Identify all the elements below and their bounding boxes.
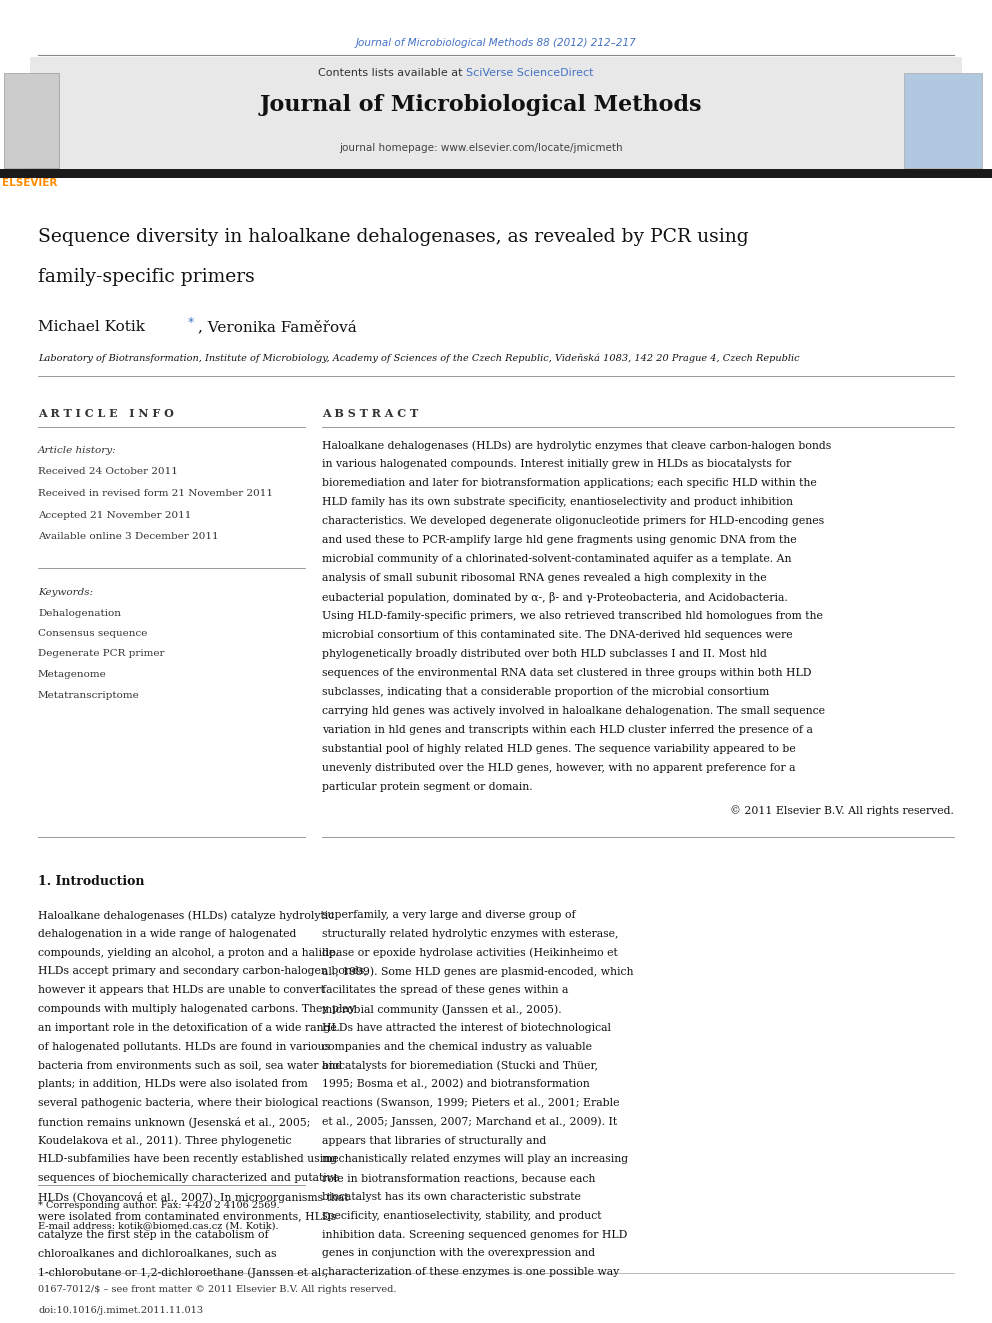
Text: structurally related hydrolytic enzymes with esterase,: structurally related hydrolytic enzymes … xyxy=(322,929,618,939)
Text: in various halogenated compounds. Interest initially grew in HLDs as biocatalyst: in various halogenated compounds. Intere… xyxy=(322,459,792,468)
Text: plants; in addition, HLDs were also isolated from: plants; in addition, HLDs were also isol… xyxy=(38,1080,308,1089)
Text: Sequence diversity in haloalkane dehalogenases, as revealed by PCR using: Sequence diversity in haloalkane dehalog… xyxy=(38,228,749,246)
Text: Koudelakova et al., 2011). Three phylogenetic: Koudelakova et al., 2011). Three phyloge… xyxy=(38,1135,292,1146)
Text: Journal of Microbiological Methods 88 (2012) 212–217: Journal of Microbiological Methods 88 (2… xyxy=(355,38,637,48)
Text: facilitates the spread of these genes within a: facilitates the spread of these genes wi… xyxy=(322,986,568,995)
Text: HLD family has its own substrate specificity, enantioselectivity and product inh: HLD family has its own substrate specifi… xyxy=(322,497,793,507)
Text: Received 24 October 2011: Received 24 October 2011 xyxy=(38,467,178,476)
Text: were isolated from contaminated environments, HLDs: were isolated from contaminated environm… xyxy=(38,1211,336,1221)
Text: unevenly distributed over the HLD genes, however, with no apparent preference fo: unevenly distributed over the HLD genes,… xyxy=(322,763,796,773)
Text: Metatranscriptome: Metatranscriptome xyxy=(38,691,140,700)
Text: biocatalysts for bioremediation (Stucki and Thüer,: biocatalysts for bioremediation (Stucki … xyxy=(322,1061,598,1070)
Text: Available online 3 December 2011: Available online 3 December 2011 xyxy=(38,532,218,541)
Text: family-specific primers: family-specific primers xyxy=(38,269,255,286)
Text: however it appears that HLDs are unable to convert: however it appears that HLDs are unable … xyxy=(38,986,324,995)
Text: phylogenetically broadly distributed over both HLD subclasses I and II. Most hld: phylogenetically broadly distributed ove… xyxy=(322,650,767,659)
Text: sequences of the environmental RNA data set clustered in three groups within bot: sequences of the environmental RNA data … xyxy=(322,668,811,677)
Text: ELSEVIER: ELSEVIER xyxy=(2,179,58,188)
Text: E-mail address: kotik@biomed.cas.cz (M. Kotik).: E-mail address: kotik@biomed.cas.cz (M. … xyxy=(38,1221,279,1230)
Text: reactions (Swanson, 1999; Pieters et al., 2001; Erable: reactions (Swanson, 1999; Pieters et al.… xyxy=(322,1098,619,1109)
Text: compounds with multiply halogenated carbons. They play: compounds with multiply halogenated carb… xyxy=(38,1004,355,1013)
Text: subclasses, indicating that a considerable proportion of the microbial consortiu: subclasses, indicating that a considerab… xyxy=(322,687,769,697)
Text: Accepted 21 November 2011: Accepted 21 November 2011 xyxy=(38,511,191,520)
Text: particular protein segment or domain.: particular protein segment or domain. xyxy=(322,782,533,792)
Text: et al., 2005; Janssen, 2007; Marchand et al., 2009). It: et al., 2005; Janssen, 2007; Marchand et… xyxy=(322,1117,617,1127)
Text: catalyze the first step in the catabolism of: catalyze the first step in the catabolis… xyxy=(38,1229,269,1240)
Text: Contents lists available at: Contents lists available at xyxy=(318,67,466,78)
Text: HLDs (Chovancová et al., 2007). In microorganisms that: HLDs (Chovancová et al., 2007). In micro… xyxy=(38,1192,348,1203)
Text: HLD-subfamilies have been recently established using: HLD-subfamilies have been recently estab… xyxy=(38,1155,337,1164)
Text: characterization of these enzymes is one possible way: characterization of these enzymes is one… xyxy=(322,1267,619,1277)
Text: bacteria from environments such as soil, sea water and: bacteria from environments such as soil,… xyxy=(38,1061,342,1070)
Text: 1-chlorobutane or 1,2-dichloroethane (Janssen et al.,: 1-chlorobutane or 1,2-dichloroethane (Ja… xyxy=(38,1267,328,1278)
Text: Degenerate PCR primer: Degenerate PCR primer xyxy=(38,650,165,659)
Text: , Veronika Faměřová: , Veronika Faměřová xyxy=(198,320,357,333)
Text: * Corresponding author. Fax: +420 2 4106 2569.: * Corresponding author. Fax: +420 2 4106… xyxy=(38,1201,280,1211)
Text: Dehalogenation: Dehalogenation xyxy=(38,609,121,618)
Text: Metagenome: Metagenome xyxy=(38,669,107,679)
Text: chloroalkanes and dichloroalkanes, such as: chloroalkanes and dichloroalkanes, such … xyxy=(38,1249,277,1258)
Text: characteristics. We developed degenerate oligonucleotide primers for HLD-encodin: characteristics. We developed degenerate… xyxy=(322,516,824,527)
Text: © 2011 Elsevier B.V. All rights reserved.: © 2011 Elsevier B.V. All rights reserved… xyxy=(730,804,954,816)
Text: Consensus sequence: Consensus sequence xyxy=(38,628,148,638)
Text: mechanistically related enzymes will play an increasing: mechanistically related enzymes will pla… xyxy=(322,1155,628,1164)
Text: sequences of biochemically characterized and putative: sequences of biochemically characterized… xyxy=(38,1174,339,1183)
Text: microbial community of a chlorinated-solvent-contaminated aquifer as a template.: microbial community of a chlorinated-sol… xyxy=(322,554,792,564)
Text: genes in conjunction with the overexpression and: genes in conjunction with the overexpres… xyxy=(322,1249,595,1258)
Text: Received in revised form 21 November 2011: Received in revised form 21 November 201… xyxy=(38,490,273,497)
Text: al., 1999). Some HLD genes are plasmid-encoded, which: al., 1999). Some HLD genes are plasmid-e… xyxy=(322,966,634,976)
Text: inhibition data. Screening sequenced genomes for HLD: inhibition data. Screening sequenced gen… xyxy=(322,1229,627,1240)
Text: A B S T R A C T: A B S T R A C T xyxy=(322,407,419,419)
Text: 1. Introduction: 1. Introduction xyxy=(38,875,145,888)
Text: several pathogenic bacteria, where their biological: several pathogenic bacteria, where their… xyxy=(38,1098,318,1107)
Text: SciVerse ScienceDirect: SciVerse ScienceDirect xyxy=(466,67,593,78)
Text: Haloalkane dehalogenases (HLDs) catalyze hydrolytic: Haloalkane dehalogenases (HLDs) catalyze… xyxy=(38,910,334,921)
Text: Keywords:: Keywords: xyxy=(38,587,93,597)
Text: lipase or epoxide hydrolase activities (Heikinheimo et: lipase or epoxide hydrolase activities (… xyxy=(322,947,618,958)
Text: Article history:: Article history: xyxy=(38,446,117,455)
Text: HLDs accept primary and secondary carbon-halogen bonds,: HLDs accept primary and secondary carbon… xyxy=(38,966,368,976)
Text: biocatalyst has its own characteristic substrate: biocatalyst has its own characteristic s… xyxy=(322,1192,581,1203)
Text: 1995; Bosma et al., 2002) and biotransformation: 1995; Bosma et al., 2002) and biotransfo… xyxy=(322,1080,590,1090)
Text: Using HLD-family-specific primers, we also retrieved transcribed hld homologues : Using HLD-family-specific primers, we al… xyxy=(322,611,823,620)
Text: Journal of Microbiological Methods: Journal of Microbiological Methods xyxy=(260,94,702,116)
Text: function remains unknown (Jesenská et al., 2005;: function remains unknown (Jesenská et al… xyxy=(38,1117,310,1127)
Bar xyxy=(4,73,59,168)
Bar xyxy=(904,73,982,168)
Text: 0167-7012/$ – see front matter © 2011 Elsevier B.V. All rights reserved.: 0167-7012/$ – see front matter © 2011 El… xyxy=(38,1285,397,1294)
Text: bioremediation and later for biotransformation applications; each specific HLD w: bioremediation and later for biotransfor… xyxy=(322,478,816,488)
Text: superfamily, a very large and diverse group of: superfamily, a very large and diverse gr… xyxy=(322,910,575,919)
Text: journal homepage: www.elsevier.com/locate/jmicmeth: journal homepage: www.elsevier.com/locat… xyxy=(339,143,623,153)
Text: *: * xyxy=(187,316,193,329)
Text: analysis of small subunit ribosomal RNA genes revealed a high complexity in the: analysis of small subunit ribosomal RNA … xyxy=(322,573,767,583)
Text: carrying hld genes was actively involved in haloalkane dehalogenation. The small: carrying hld genes was actively involved… xyxy=(322,706,825,716)
Text: appears that libraries of structurally and: appears that libraries of structurally a… xyxy=(322,1135,547,1146)
Text: and used these to PCR-amplify large hld gene fragments using genomic DNA from th: and used these to PCR-amplify large hld … xyxy=(322,534,797,545)
Text: A R T I C L E   I N F O: A R T I C L E I N F O xyxy=(38,407,174,419)
Text: microbial consortium of this contaminated site. The DNA-derived hld sequences we: microbial consortium of this contaminate… xyxy=(322,630,793,640)
Text: variation in hld genes and transcripts within each HLD cluster inferred the pres: variation in hld genes and transcripts w… xyxy=(322,725,812,736)
Text: Laboratory of Biotransformation, Institute of Microbiology, Academy of Sciences : Laboratory of Biotransformation, Institu… xyxy=(38,355,800,364)
Text: substantial pool of highly related HLD genes. The sequence variability appeared : substantial pool of highly related HLD g… xyxy=(322,744,796,754)
Text: specificity, enantioselectivity, stability, and product: specificity, enantioselectivity, stabili… xyxy=(322,1211,601,1221)
Text: microbial community (Janssen et al., 2005).: microbial community (Janssen et al., 200… xyxy=(322,1004,561,1015)
Text: HLDs have attracted the interest of biotechnological: HLDs have attracted the interest of biot… xyxy=(322,1023,611,1033)
Text: eubacterial population, dominated by α-, β- and γ-Proteobacteria, and Acidobacte: eubacterial population, dominated by α-,… xyxy=(322,591,788,603)
Text: role in biotransformation reactions, because each: role in biotransformation reactions, bec… xyxy=(322,1174,595,1183)
Bar xyxy=(0,169,992,179)
Text: companies and the chemical industry as valuable: companies and the chemical industry as v… xyxy=(322,1041,592,1052)
Text: doi:10.1016/j.mimet.2011.11.013: doi:10.1016/j.mimet.2011.11.013 xyxy=(38,1306,203,1315)
Text: Haloalkane dehalogenases (HLDs) are hydrolytic enzymes that cleave carbon-haloge: Haloalkane dehalogenases (HLDs) are hydr… xyxy=(322,441,831,451)
Text: dehalogenation in a wide range of halogenated: dehalogenation in a wide range of haloge… xyxy=(38,929,297,939)
Text: Michael Kotik: Michael Kotik xyxy=(38,320,145,333)
Bar xyxy=(30,57,962,172)
Text: of halogenated pollutants. HLDs are found in various: of halogenated pollutants. HLDs are foun… xyxy=(38,1041,330,1052)
Text: an important role in the detoxification of a wide range: an important role in the detoxification … xyxy=(38,1023,336,1033)
Text: compounds, yielding an alcohol, a proton and a halide.: compounds, yielding an alcohol, a proton… xyxy=(38,947,338,958)
